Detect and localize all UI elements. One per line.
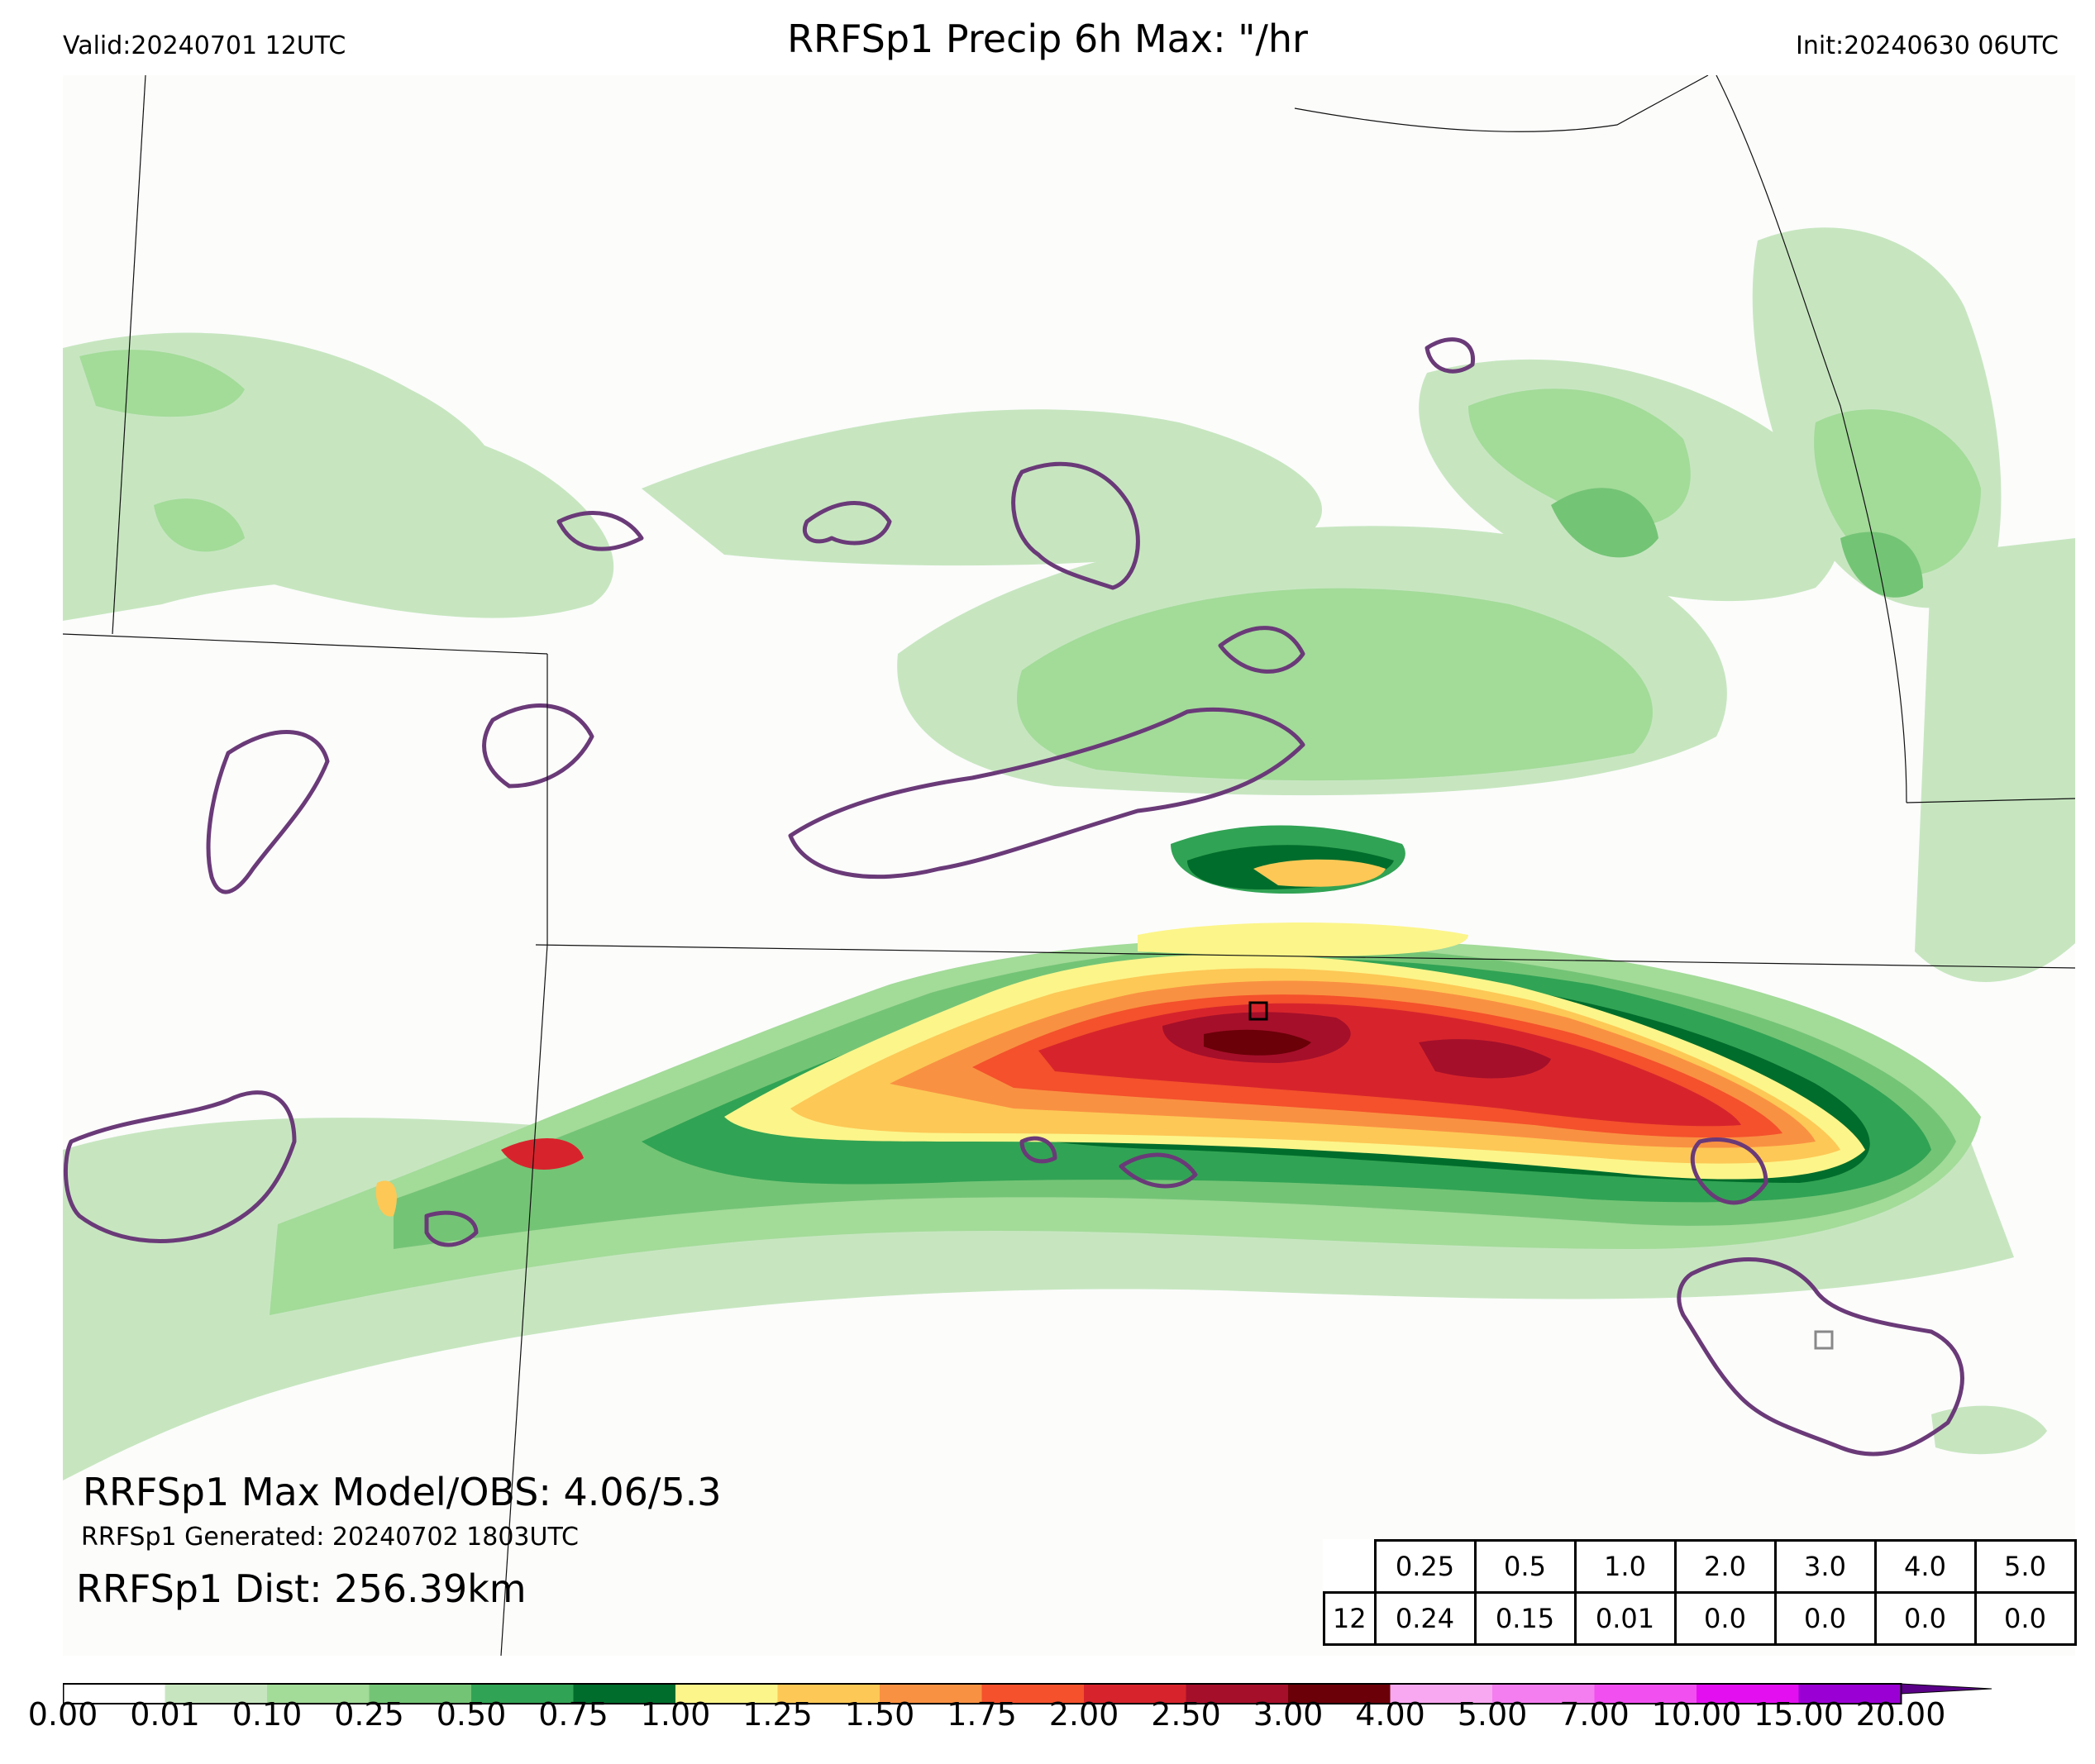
threshold-cell: 4.0 — [1873, 1539, 1977, 1594]
colorbar-tick-label: 0.50 — [436, 1696, 507, 1733]
colorbar-segment — [165, 1684, 267, 1704]
table-row: 12 0.24 0.15 0.01 0.0 0.0 0.0 0.0 — [1323, 1591, 2077, 1646]
value-cell: 0.01 — [1573, 1591, 1677, 1646]
colorbar-segment — [63, 1684, 165, 1704]
threshold-cell: 2.0 — [1673, 1539, 1777, 1594]
value-cell: 0.0 — [1873, 1591, 1977, 1646]
colorbar-tick-label: 15.00 — [1754, 1696, 1844, 1733]
threshold-cell: 3.0 — [1773, 1539, 1877, 1594]
colorbar — [63, 1683, 1992, 1704]
colorbar-tick-label: 4.00 — [1355, 1696, 1425, 1733]
colorbar-tick-label: 0.01 — [130, 1696, 200, 1733]
colorbar-segment — [1798, 1684, 1901, 1704]
value-cell: 0.0 — [1673, 1591, 1777, 1646]
threshold-cell: 5.0 — [1973, 1539, 2077, 1594]
value-cell: 0.0 — [1973, 1591, 2077, 1646]
colorbar-segment — [369, 1684, 471, 1704]
table-header-row: 0.25 0.5 1.0 2.0 3.0 4.0 5.0 — [1324, 1539, 2077, 1594]
obs-site-markers — [1248, 1001, 1834, 1350]
obs-contours — [64, 337, 1964, 1456]
colorbar-segment — [1084, 1684, 1186, 1704]
colorbar-tick-label: 2.00 — [1048, 1696, 1119, 1733]
threshold-stats-table: 0.25 0.5 1.0 2.0 3.0 4.0 5.0 12 0.24 0.1… — [1323, 1539, 2077, 1646]
chart-title: RRFSp1 Precip 6h Max: "/hr — [787, 17, 1308, 61]
colorbar-outline — [63, 1683, 1902, 1704]
valid-time-label: Valid:20240701 12UTC — [63, 31, 346, 60]
colorbar-tick-label: 10.00 — [1651, 1696, 1742, 1733]
colorbar-segment — [267, 1684, 370, 1704]
threshold-cell: 0.25 — [1373, 1539, 1477, 1594]
colorbar-segment — [1186, 1684, 1288, 1704]
colorbar-tick-label: 0.10 — [231, 1696, 303, 1733]
init-time-label: Init:20240630 06UTC — [1796, 31, 2059, 60]
colorbar-tick-label: 7.00 — [1559, 1696, 1630, 1733]
colorbar-tick-label: 1.75 — [947, 1696, 1017, 1733]
row-label-cell: 12 — [1323, 1591, 1377, 1646]
colorbar-tick-label: 0.25 — [334, 1696, 404, 1733]
colorbar-segment — [573, 1684, 675, 1704]
colorbar-segment — [880, 1684, 982, 1704]
colorbar-segment — [1594, 1684, 1697, 1704]
colorbar-tick-label: 0.00 — [27, 1696, 98, 1733]
map-svg — [63, 75, 2075, 1656]
colorbar-tick-label: 1.50 — [844, 1696, 915, 1733]
colorbar-segment — [1492, 1684, 1595, 1704]
value-cell: 0.24 — [1373, 1591, 1477, 1646]
threshold-cell: 1.0 — [1573, 1539, 1677, 1594]
colorbar-tick-label: 1.00 — [640, 1696, 711, 1733]
table-corner — [1324, 1541, 1376, 1593]
colorbar-segment — [1390, 1684, 1492, 1704]
colorbar-tick-label: 1.25 — [742, 1696, 813, 1733]
precip-map — [63, 75, 2075, 1656]
colorbar-extend-arrow — [1900, 1683, 1992, 1695]
colorbar-tick-label: 2.50 — [1151, 1696, 1221, 1733]
generated-time-label: RRFSp1 Generated: 20240702 1803UTC — [81, 1523, 579, 1552]
value-cell: 0.15 — [1473, 1591, 1577, 1646]
colorbar-segment — [471, 1684, 574, 1704]
precip-heavy-core — [375, 859, 1865, 1217]
value-cell: 0.0 — [1773, 1591, 1877, 1646]
max-model-obs-label: RRFSp1 Max Model/OBS: 4.06/5.3 — [83, 1470, 722, 1514]
map-background — [63, 75, 2075, 1656]
colorbar-segment — [1288, 1684, 1391, 1704]
colorbar-tick-label: 5.00 — [1457, 1696, 1528, 1733]
colorbar-segment — [1697, 1684, 1799, 1704]
colorbar-segment — [777, 1684, 880, 1704]
colorbar-tick-label: 20.00 — [1855, 1696, 1946, 1733]
colorbar-tick-label: 3.00 — [1253, 1696, 1324, 1733]
colorbar-segment — [675, 1684, 778, 1704]
threshold-cell: 0.5 — [1473, 1539, 1577, 1594]
state-borders — [63, 75, 2075, 1656]
colorbar-tick-label: 0.75 — [538, 1696, 608, 1733]
distance-label: RRFSp1 Dist: 256.39km — [76, 1566, 527, 1611]
colorbar-segment — [981, 1684, 1084, 1704]
